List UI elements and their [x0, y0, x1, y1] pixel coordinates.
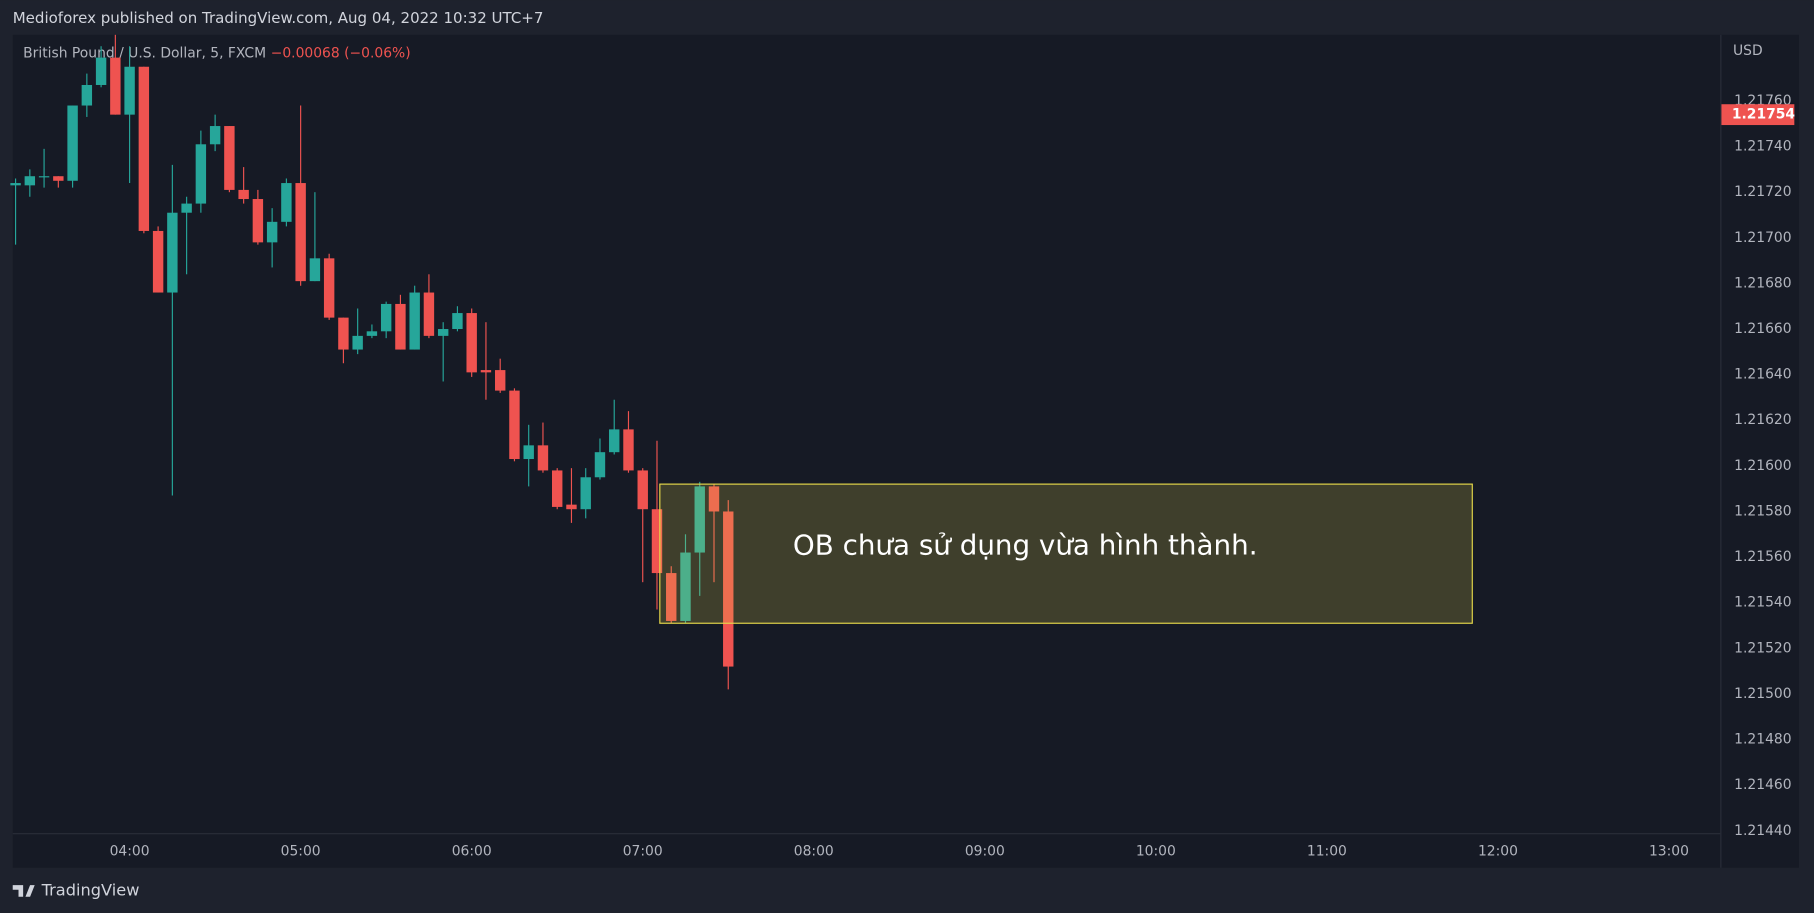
- candle-body: [423, 292, 435, 336]
- candle-body: [380, 303, 392, 332]
- candle-body: [95, 57, 107, 85]
- price-change: −0.00068 (−0.06%): [271, 45, 411, 61]
- time-axis: [12, 833, 1721, 868]
- x-tick-label: 04:00: [110, 844, 150, 860]
- y-tick-label: 1.21500: [1734, 686, 1791, 702]
- candle-body: [480, 370, 492, 373]
- y-tick-label: 1.21520: [1734, 640, 1791, 656]
- candle-body: [409, 292, 420, 350]
- candle-body: [537, 445, 549, 471]
- x-tick-label: 08:00: [794, 844, 834, 860]
- publish-header: Medioforex published on TradingView.com,…: [13, 9, 544, 27]
- candle-body: [523, 445, 534, 460]
- candle-body: [67, 105, 78, 181]
- y-tick-label: 1.21560: [1734, 549, 1791, 565]
- candle-body: [680, 552, 691, 621]
- candle-body: [437, 329, 449, 336]
- candle-body: [167, 212, 178, 293]
- candle-body: [623, 429, 634, 471]
- candle-body: [452, 313, 463, 330]
- currency-label: USD: [1733, 43, 1763, 59]
- candle-body: [338, 317, 349, 350]
- candle-body: [609, 429, 620, 453]
- y-tick-label: 1.21700: [1734, 230, 1791, 246]
- candle-body: [195, 144, 207, 204]
- y-tick-label: 1.21640: [1734, 367, 1791, 383]
- candle-body: [594, 452, 606, 478]
- candle-body: [637, 470, 648, 510]
- candle-body: [723, 511, 734, 667]
- x-tick-label: 13:00: [1649, 844, 1689, 860]
- candle-body: [110, 57, 121, 115]
- price-marker: [1721, 104, 1795, 126]
- price-axis: [1720, 34, 1799, 868]
- candle-body: [666, 573, 677, 621]
- candle-body: [281, 183, 292, 222]
- candle-body: [38, 176, 50, 178]
- symbol-title: British Pound / U.S. Dollar, 5, FXCM: [23, 45, 266, 61]
- brand: TradingView: [41, 880, 140, 899]
- tv-logo: [12, 885, 35, 897]
- candle-body: [238, 189, 249, 200]
- candle-body: [694, 486, 705, 553]
- x-tick-label: 07:00: [623, 844, 663, 860]
- candle-body: [181, 203, 192, 213]
- candle-body: [323, 258, 335, 318]
- candle-body: [138, 66, 150, 231]
- price-marker-label: 1.21754: [1732, 107, 1796, 123]
- candles: [10, 34, 734, 690]
- y-tick-label: 1.21580: [1734, 503, 1791, 519]
- candle-body: [295, 183, 306, 282]
- x-tick-label: 05:00: [281, 844, 321, 860]
- ob-zone: [659, 483, 1473, 624]
- candle-body: [580, 477, 591, 510]
- candle-body: [552, 470, 563, 507]
- candle-body: [53, 176, 64, 181]
- candle-body: [152, 230, 164, 293]
- candle-body: [81, 84, 93, 106]
- candle-body: [209, 126, 221, 145]
- x-tick-label: 09:00: [965, 844, 1005, 860]
- y-tick-label: 1.21740: [1734, 139, 1791, 155]
- y-tick-label: 1.21480: [1734, 732, 1791, 748]
- candle-body: [224, 126, 235, 190]
- candle-body: [24, 176, 36, 186]
- candle-body: [252, 199, 264, 243]
- y-tick-label: 1.21680: [1734, 275, 1791, 291]
- candle-body: [124, 66, 135, 115]
- candle-body: [566, 504, 577, 510]
- y-tick-label: 1.21660: [1734, 321, 1791, 337]
- x-tick-label: 11:00: [1307, 844, 1347, 860]
- ob-annotation: OB chưa sử dụng vừa hình thành.: [793, 529, 1258, 562]
- candle-body: [466, 313, 477, 373]
- y-tick-label: 1.21720: [1734, 184, 1791, 200]
- candle-body: [352, 335, 363, 350]
- y-tick-label: 1.21540: [1734, 595, 1791, 611]
- candle-body: [708, 486, 720, 512]
- candle-body: [509, 390, 520, 460]
- y-tick-label: 1.21600: [1734, 458, 1791, 474]
- candle-body: [309, 258, 321, 282]
- plot-area: [12, 34, 1721, 834]
- x-tick-label: 10:00: [1136, 844, 1176, 860]
- y-tick-label: 1.21440: [1734, 823, 1791, 839]
- candle-body: [266, 221, 278, 243]
- candle-body: [395, 303, 406, 350]
- x-tick-label: 06:00: [452, 844, 492, 860]
- x-tick-label: 12:00: [1478, 844, 1518, 860]
- candle-body: [366, 331, 378, 336]
- candle-body: [10, 183, 21, 186]
- candle-body: [651, 509, 663, 574]
- y-tick-label: 1.21460: [1734, 777, 1791, 793]
- candle-body: [494, 370, 506, 391]
- y-tick-label: 1.21620: [1734, 412, 1791, 428]
